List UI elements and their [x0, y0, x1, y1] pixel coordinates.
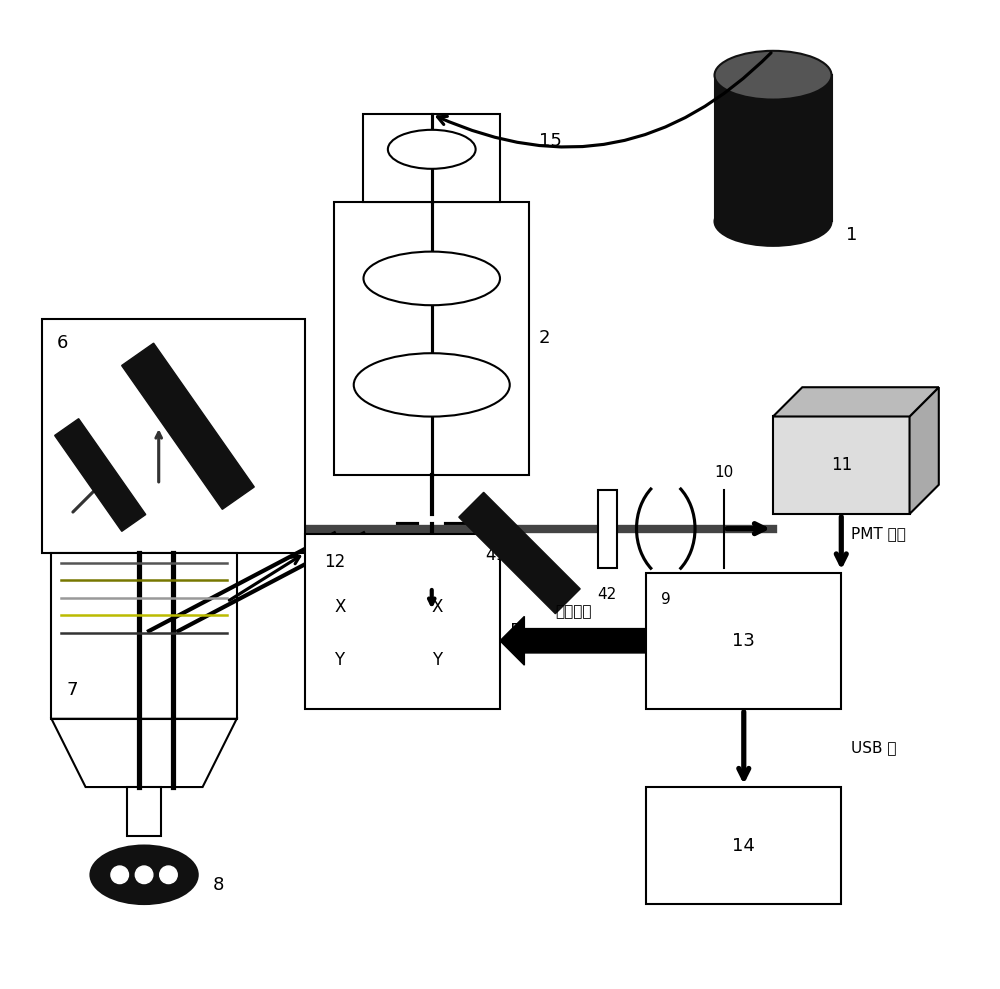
Text: 5: 5 — [510, 622, 521, 640]
Text: 6: 6 — [56, 333, 68, 352]
Bar — [305, 533, 500, 709]
Text: 13: 13 — [732, 632, 755, 650]
Bar — [127, 787, 161, 836]
Polygon shape — [910, 388, 939, 514]
Bar — [51, 553, 237, 719]
Bar — [334, 202, 529, 475]
Bar — [598, 490, 617, 568]
Circle shape — [111, 866, 128, 883]
Text: 15: 15 — [539, 132, 562, 149]
Text: X: X — [432, 598, 443, 616]
Text: 10: 10 — [715, 465, 734, 480]
Bar — [388, 538, 476, 573]
Text: 14: 14 — [732, 837, 755, 854]
Text: 11: 11 — [831, 456, 852, 475]
Ellipse shape — [354, 353, 510, 416]
Text: 1: 1 — [846, 226, 858, 244]
FancyArrowPatch shape — [437, 52, 771, 147]
Text: Y: Y — [334, 651, 344, 669]
Bar — [646, 573, 841, 709]
FancyArrow shape — [500, 616, 646, 666]
Text: 8: 8 — [212, 875, 224, 893]
Text: 2: 2 — [539, 329, 551, 347]
Text: 41: 41 — [485, 547, 506, 565]
Ellipse shape — [715, 197, 832, 246]
Text: 12: 12 — [324, 553, 346, 571]
Text: 控制信号: 控制信号 — [555, 604, 591, 619]
Text: USB 线: USB 线 — [851, 741, 897, 756]
Ellipse shape — [388, 130, 476, 169]
Polygon shape — [773, 388, 939, 416]
Text: X: X — [334, 598, 346, 616]
Text: 7: 7 — [66, 680, 78, 698]
Bar — [715, 75, 832, 222]
Text: Y: Y — [432, 651, 442, 669]
Bar — [55, 418, 146, 531]
Ellipse shape — [90, 846, 198, 904]
Text: PMT 信号: PMT 信号 — [851, 526, 906, 541]
Bar — [646, 787, 841, 904]
Text: 3: 3 — [480, 514, 492, 533]
Bar — [459, 493, 580, 614]
Circle shape — [160, 866, 177, 883]
Bar — [42, 319, 305, 553]
Circle shape — [135, 866, 153, 883]
Bar — [122, 343, 254, 509]
Text: 42: 42 — [598, 587, 617, 602]
Text: 9: 9 — [661, 592, 671, 607]
Bar — [773, 416, 910, 514]
Ellipse shape — [715, 50, 832, 100]
Bar — [363, 114, 500, 202]
Ellipse shape — [363, 251, 500, 306]
